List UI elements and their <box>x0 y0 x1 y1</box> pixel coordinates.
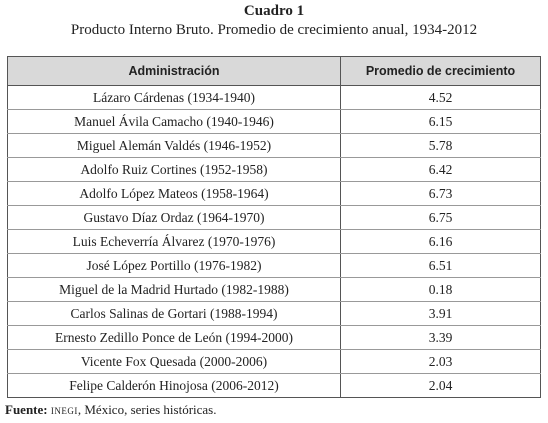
administration-cell: Adolfo López Mateos (1958-1964) <box>7 181 341 206</box>
table-row: Miguel de la Madrid Hurtado (1982-1988) 0… <box>7 277 541 302</box>
table-row: Manuel Ávila Camacho (1940-1946) 6.15 <box>7 109 541 134</box>
table-row: Lázaro Cárdenas (1934-1940) 4.52 <box>7 85 541 110</box>
table-row: Felipe Calderón Hinojosa (2006-2012) 2.04 <box>7 373 541 398</box>
growth-cell: 2.04 <box>340 373 541 398</box>
growth-cell: 6.75 <box>340 205 541 230</box>
table-row: José López Portillo (1976-1982) 6.51 <box>7 253 541 278</box>
administration-cell: Miguel Alemán Valdés (1946-1952) <box>7 133 341 158</box>
column-header: Promedio de crecimiento <box>340 56 541 86</box>
subtitle: Producto Interno Bruto. Promedio de crec… <box>70 22 478 38</box>
table-row: Luis Echeverría Álvarez (1970-1976) 6.16 <box>7 229 541 254</box>
data-table: Administración Promedio de crecimiento L… <box>7 56 541 398</box>
footer-label: Fuente: <box>5 402 48 417</box>
growth-cell: 6.42 <box>340 157 541 182</box>
growth-cell: 5.78 <box>340 133 541 158</box>
table-row: Miguel Alemán Valdés (1946-1952) 5.78 <box>7 133 541 158</box>
growth-cell: 6.51 <box>340 253 541 278</box>
table-row: Adolfo Ruiz Cortines (1952-1958) 6.42 <box>7 157 541 182</box>
growth-cell: 4.52 <box>340 85 541 110</box>
administration-cell: Carlos Salinas de Gortari (1988-1994) <box>7 301 341 326</box>
footer-source: inegi <box>50 402 78 417</box>
title: Cuadro 1 <box>243 3 305 19</box>
administration-cell: Felipe Calderón Hinojosa (2006-2012) <box>7 373 341 398</box>
growth-cell: 3.39 <box>340 325 541 350</box>
table-row: Ernesto Zedillo Ponce de León (1994-2000… <box>7 325 541 350</box>
column-header: Administración <box>7 56 341 86</box>
footer: Fuente: inegi, México, series históricas… <box>5 402 217 418</box>
administration-cell: Ernesto Zedillo Ponce de León (1994-2000… <box>7 325 341 350</box>
table-row: Vicente Fox Quesada (2000-2006) 2.03 <box>7 349 541 374</box>
administration-cell: Vicente Fox Quesada (2000-2006) <box>7 349 341 374</box>
growth-cell: 6.15 <box>340 109 541 134</box>
administration-cell: José López Portillo (1976-1982) <box>7 253 341 278</box>
administration-cell: Lázaro Cárdenas (1934-1940) <box>7 85 341 110</box>
growth-cell: 3.91 <box>340 301 541 326</box>
growth-cell: 2.03 <box>340 349 541 374</box>
administration-cell: Manuel Ávila Camacho (1940-1946) <box>7 109 341 134</box>
administration-cell: Miguel de la Madrid Hurtado (1982-1988) <box>7 277 341 302</box>
growth-cell: 6.16 <box>340 229 541 254</box>
table-row: Adolfo López Mateos (1958-1964) 6.73 <box>7 181 541 206</box>
table-row: Carlos Salinas de Gortari (1988-1994) 3.9… <box>7 301 541 326</box>
administration-cell: Luis Echeverría Álvarez (1970-1976) <box>7 229 341 254</box>
administration-cell: Adolfo Ruiz Cortines (1952-1958) <box>7 157 341 182</box>
footer-text: , México, series históricas. <box>77 402 217 417</box>
table-row: Gustavo Díaz Ordaz (1964-1970) 6.75 <box>7 205 541 230</box>
growth-cell: 0.18 <box>340 277 541 302</box>
table-body: Lázaro Cárdenas (1934-1940) 4.52 Manuel Áv… <box>7 85 541 398</box>
header-row: Administración Promedio de crecimiento <box>7 56 541 86</box>
growth-cell: 6.73 <box>340 181 541 206</box>
administration-cell: Gustavo Díaz Ordaz (1964-1970) <box>7 205 341 230</box>
